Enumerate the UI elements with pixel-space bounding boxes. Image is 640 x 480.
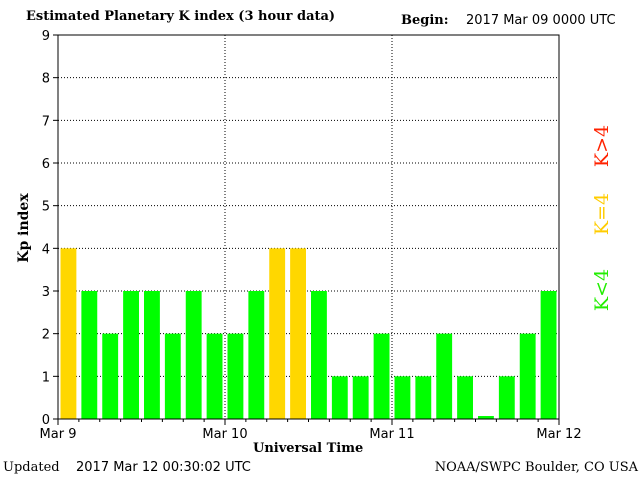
kp-bar xyxy=(185,291,202,419)
x-day-label: Mar 11 xyxy=(369,427,414,442)
kp-bar xyxy=(436,333,453,419)
y-tick-label: 7 xyxy=(42,114,50,129)
updated-label: Updated xyxy=(3,460,60,475)
x-day-label: Mar 9 xyxy=(40,427,77,442)
kp-bar xyxy=(248,291,265,419)
y-tick-label: 8 xyxy=(42,72,50,87)
kp-bar xyxy=(478,416,494,419)
kp-bar xyxy=(269,248,286,419)
kp-bar xyxy=(102,333,119,419)
y-tick-label: 6 xyxy=(42,157,50,172)
updated-timestamp: 2017 Mar 12 00:30:02 UTC xyxy=(76,460,251,475)
kp-bar xyxy=(290,248,306,419)
legend-k-equal-4: K=4 xyxy=(591,192,613,236)
tick-labels: 0 1 2 3 4 5 6 7 8 9 Mar 9 Mar 10 Mar 11 Mar 12 xyxy=(40,29,582,442)
kp-bar xyxy=(164,333,181,419)
begin-label: Begin: xyxy=(401,13,449,28)
y-tick-label: 2 xyxy=(42,328,50,343)
kp-bar xyxy=(206,333,223,419)
legend-k-below-4: K<4 xyxy=(591,268,613,312)
y-tick-label: 0 xyxy=(42,413,50,428)
kp-bar xyxy=(498,376,515,419)
y-tick-label: 3 xyxy=(42,285,50,300)
kp-bar xyxy=(394,376,411,419)
kp-bar xyxy=(144,291,160,419)
x-day-label: Mar 10 xyxy=(202,427,247,442)
kp-bar xyxy=(352,376,369,419)
x-axis-label: Universal Time xyxy=(253,441,364,456)
chart-title: Estimated Planetary K index (3 hour data… xyxy=(26,9,336,24)
axis-ticks xyxy=(53,34,560,425)
y-tick-label: 5 xyxy=(42,200,50,215)
y-tick-label: 9 xyxy=(42,29,50,44)
begin-value: 2017 Mar 09 0000 UTC xyxy=(466,13,616,28)
kp-bar xyxy=(457,376,473,419)
kp-bar xyxy=(331,376,348,419)
kp-bar xyxy=(373,333,390,419)
y-tick-label: 4 xyxy=(42,242,50,257)
grid-lines xyxy=(58,35,559,419)
kp-bar xyxy=(540,291,557,419)
bar-series xyxy=(60,248,557,419)
y-axis-label: Kp index xyxy=(16,193,32,263)
x-day-label: Mar 12 xyxy=(536,427,581,442)
kp-bar xyxy=(227,333,244,419)
kp-bar xyxy=(415,376,432,419)
kp-bar xyxy=(81,291,98,419)
legend-k-above-4: K>4 xyxy=(591,124,613,168)
credit-line: NOAA/SWPC Boulder, CO USA xyxy=(434,460,638,475)
kp-bar xyxy=(60,248,77,419)
kp-bar xyxy=(123,291,139,419)
y-tick-label: 1 xyxy=(42,370,50,385)
kp-bar xyxy=(519,333,536,419)
kp-bar xyxy=(311,291,327,419)
